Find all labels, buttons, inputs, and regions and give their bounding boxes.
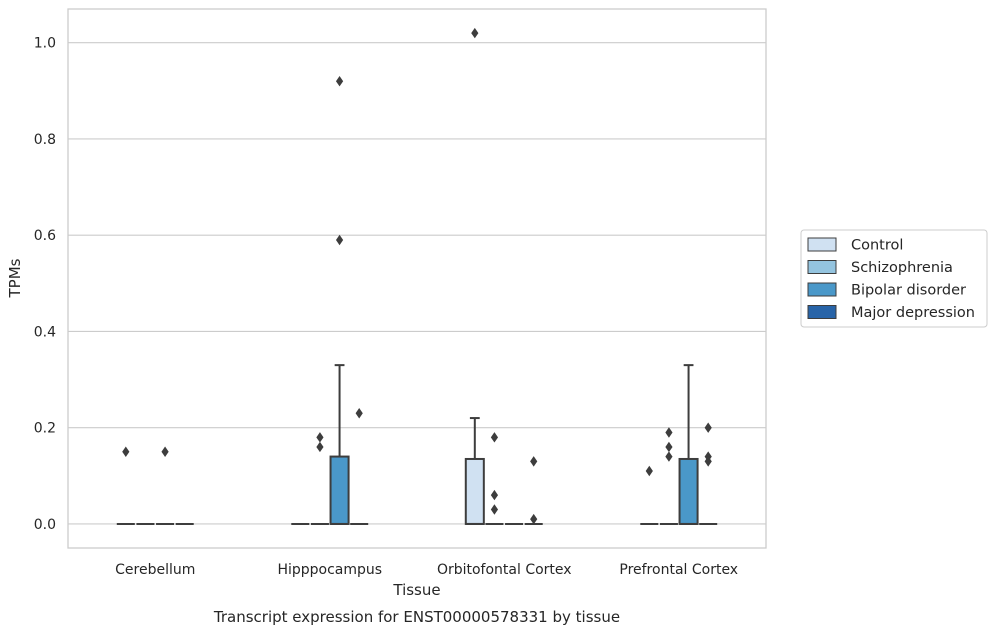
outlier-point xyxy=(122,446,130,457)
legend-swatch xyxy=(807,305,837,319)
outlier-point xyxy=(490,504,499,515)
outlier-point xyxy=(335,75,344,87)
outlier-point xyxy=(355,408,363,419)
legend-swatch xyxy=(807,260,837,274)
outlier-point xyxy=(490,489,499,501)
legend-label: Bipolar disorder xyxy=(851,283,966,299)
box xyxy=(678,457,699,525)
outlier-point xyxy=(161,446,169,457)
x-tick-label: Hipppocampus xyxy=(277,562,382,578)
legend-label: Major depression xyxy=(851,305,975,321)
y-tick-labels: 0.0 0.2 0.4 0.6 0.8 1.0 xyxy=(34,36,56,533)
x-tick-label: Prefrontal Cortex xyxy=(619,562,738,578)
x-tick-label: Orbitofontal Cortex xyxy=(437,562,572,578)
legend-swatch xyxy=(807,282,837,297)
legend-frame xyxy=(800,229,988,328)
y-tick-label: 1.0 xyxy=(34,36,56,52)
outlier-point xyxy=(471,27,479,39)
legend-items: Control Schizophrenia Bipolar disorder Majo… xyxy=(807,237,975,321)
fliers-layer xyxy=(122,27,712,525)
outlier-point xyxy=(530,456,538,467)
outlier-point xyxy=(704,456,712,467)
y-tick-label: 0.4 xyxy=(34,324,56,340)
outlier-point xyxy=(645,465,653,477)
legend-label: Control xyxy=(851,238,903,254)
outlier-point xyxy=(335,234,344,246)
y-axis-label: TPMs xyxy=(6,258,24,298)
box xyxy=(464,457,485,525)
legend-label: Schizophrenia xyxy=(851,260,953,276)
outlier-point xyxy=(665,451,673,462)
outlier-point xyxy=(665,441,673,453)
grid-layer xyxy=(68,42,766,525)
boxes-layer xyxy=(116,364,718,525)
outlier-point xyxy=(490,432,499,443)
legend: Control Schizophrenia Bipolar disorder Majo… xyxy=(800,229,988,328)
x-tick-labels: Cerebellum Hipppocampus Orbitofontal Corte… xyxy=(115,562,738,578)
outlier-point xyxy=(316,441,324,453)
x-tick-label: Cerebellum xyxy=(115,562,195,578)
legend-swatch xyxy=(807,237,837,252)
chart-caption: Transcript expression for ENST0000057833… xyxy=(213,608,620,626)
outlier-point xyxy=(316,432,324,443)
y-tick-label: 0.6 xyxy=(34,228,56,244)
box xyxy=(329,455,350,525)
outlier-point xyxy=(704,422,712,433)
outlier-point xyxy=(665,427,673,438)
y-tick-label: 0.8 xyxy=(34,132,56,148)
plot-frame xyxy=(67,8,767,549)
outlier-point xyxy=(530,513,538,525)
y-tick-label: 0.0 xyxy=(34,517,56,533)
y-tick-label: 0.2 xyxy=(34,421,56,437)
x-axis-label: Tissue xyxy=(392,581,440,599)
